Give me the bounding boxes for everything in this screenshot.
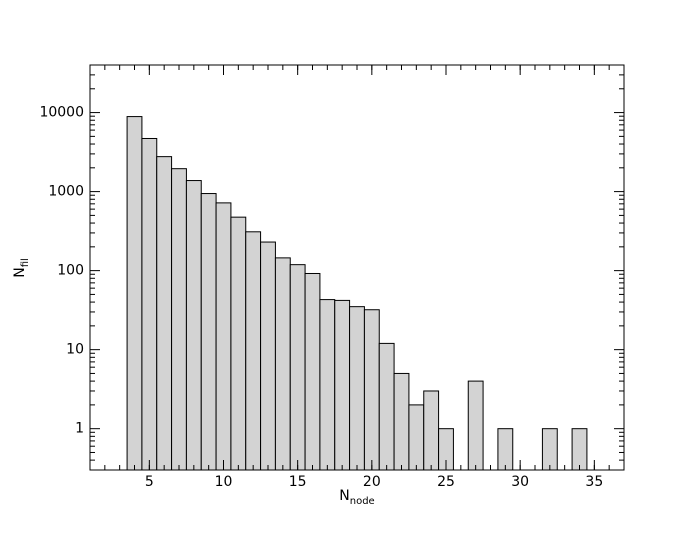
bar — [497, 428, 514, 471]
bar — [245, 231, 262, 471]
y-tick-label: 1 — [75, 421, 84, 437]
x-tick-label: 5 — [145, 474, 154, 490]
bar — [215, 202, 232, 471]
y-tick-label: 100 — [57, 263, 84, 279]
bar — [363, 309, 380, 471]
y-label-main: N — [12, 267, 28, 277]
bar — [141, 137, 158, 471]
bar — [319, 299, 336, 471]
y-axis-label: Nfil — [12, 258, 31, 278]
bar — [334, 299, 351, 471]
bar — [467, 380, 484, 471]
bar — [393, 372, 410, 471]
bar — [260, 241, 276, 471]
x-tick-label: 15 — [289, 474, 307, 490]
x-label-main: N — [339, 488, 349, 504]
y-label-sub: fil — [20, 258, 31, 267]
bar — [171, 168, 187, 471]
bar — [571, 428, 588, 471]
x-tick-label: 10 — [215, 474, 233, 490]
bar — [289, 264, 306, 471]
bar — [349, 306, 365, 471]
bar — [156, 156, 173, 471]
x-label-sub: node — [350, 496, 375, 507]
bar — [304, 272, 321, 471]
bar — [408, 404, 425, 471]
x-tick-label: 25 — [437, 474, 455, 490]
bar — [378, 342, 395, 471]
x-tick-label: 20 — [363, 474, 381, 490]
bar — [230, 216, 247, 471]
bar — [126, 116, 143, 471]
y-tick-label: 1000 — [48, 184, 84, 200]
x-tick-label: 30 — [511, 474, 529, 490]
bar — [200, 193, 217, 471]
x-axis-label: Nnode — [339, 488, 374, 507]
bar — [274, 257, 291, 471]
y-tick-label: 10 — [66, 342, 84, 358]
bar — [423, 390, 440, 471]
bar — [541, 428, 558, 471]
y-tick-label: 10000 — [39, 105, 84, 121]
x-tick-label: 35 — [585, 474, 603, 490]
bar — [185, 180, 202, 471]
